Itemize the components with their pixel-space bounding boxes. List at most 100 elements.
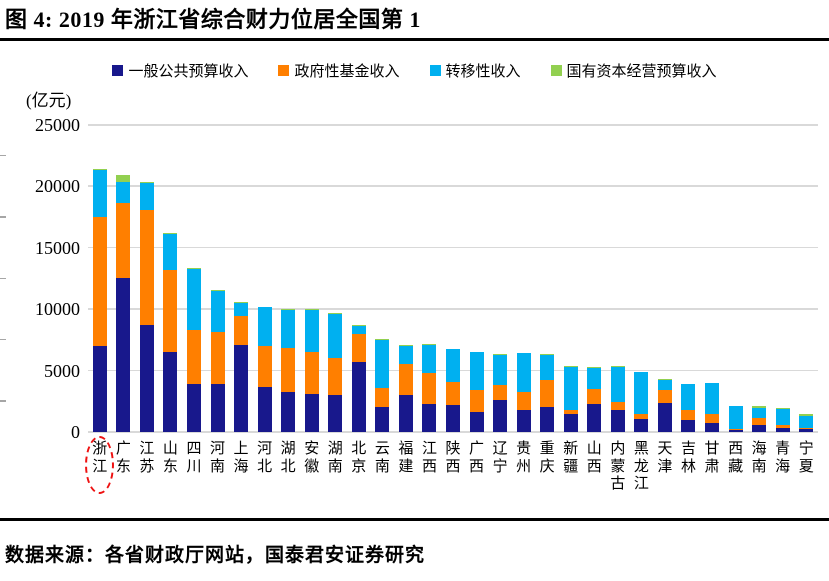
y-tick-label: 15000	[35, 237, 80, 258]
bar-segment	[775, 424, 790, 429]
bar-segment	[234, 345, 249, 432]
y-minor-tick	[0, 154, 6, 157]
bar-segment	[186, 330, 201, 384]
bar-segment	[139, 181, 154, 183]
bar-segment	[540, 354, 555, 355]
bar-内蒙古	[610, 366, 625, 432]
bar-segment	[304, 351, 319, 395]
bar-segment	[116, 277, 131, 432]
bar-segment	[139, 182, 154, 210]
bar-segment	[563, 414, 578, 432]
x-axis-label: 内蒙古	[610, 441, 626, 492]
bar-福建	[398, 345, 413, 432]
bar-segment	[587, 388, 602, 404]
legend-label: 国有资本经营预算收入	[566, 64, 717, 80]
bar-segment	[775, 407, 790, 410]
bar-segment	[257, 345, 272, 387]
legend-swatch	[112, 65, 124, 76]
bar-segment	[469, 411, 484, 432]
legend-item: 一般公共预算收入	[112, 60, 248, 81]
bar-segment	[516, 391, 531, 411]
bar-segment	[634, 418, 649, 432]
bar-segment	[657, 402, 672, 432]
bar-segment	[375, 387, 390, 407]
legend-item: 国有资本经营预算收入	[550, 60, 717, 81]
data-source-note: 数据来源：各省财政厅网站，国泰君安证券研究	[5, 545, 426, 566]
grid-line	[88, 124, 818, 126]
bar-segment	[610, 410, 625, 432]
bar-segment	[186, 269, 201, 331]
bar-segment	[351, 361, 366, 432]
bar-segment	[610, 366, 625, 367]
x-axis-label: 河南	[210, 441, 226, 475]
legend-swatch	[429, 65, 441, 76]
x-axis-label: 陕西	[445, 441, 461, 475]
bar-segment	[728, 428, 743, 431]
bar-segment	[116, 174, 131, 182]
bar-segment	[540, 406, 555, 432]
bar-segment	[351, 334, 366, 362]
x-axis-label: 江苏	[139, 441, 155, 475]
bar-segment	[186, 383, 201, 432]
y-minor-tick	[0, 277, 6, 279]
x-axis-label: 黑龙江	[633, 441, 649, 492]
bar-segment	[422, 344, 437, 346]
grid-line	[88, 185, 818, 187]
bar-segment	[257, 307, 272, 346]
bar-segment	[563, 366, 578, 410]
bar-segment	[163, 233, 178, 235]
y-tick-label: 0	[71, 422, 80, 442]
bar-宁夏	[799, 414, 814, 432]
bar-segment	[493, 354, 508, 355]
bar-山西	[587, 367, 602, 432]
bar-湖北	[281, 309, 296, 432]
bar-segment	[799, 416, 814, 428]
y-axis-unit-label: (亿元)	[26, 91, 72, 110]
bar-segment	[610, 401, 625, 411]
grid-line	[88, 246, 818, 249]
bar-segment	[139, 325, 154, 432]
bar-segment	[799, 414, 814, 416]
y-minor-tick	[0, 400, 6, 402]
bar-segment	[92, 346, 107, 432]
bar-segment	[657, 379, 672, 381]
bar-浙江	[92, 169, 107, 432]
bar-segment	[375, 406, 390, 432]
bar-segment	[540, 380, 555, 407]
grid-line	[88, 308, 818, 310]
bar-segment	[351, 326, 366, 335]
bar-segment	[398, 364, 413, 396]
bar-segment	[775, 428, 790, 432]
bar-云南	[375, 339, 390, 432]
legend-swatch	[278, 65, 290, 76]
bar-segment	[705, 423, 720, 432]
bar-segment	[752, 417, 767, 426]
x-axis-label: 甘肃	[704, 441, 720, 475]
bar-segment	[304, 309, 319, 310]
legend-item: 政府性基金收入	[278, 60, 400, 81]
bar-贵州	[516, 352, 531, 432]
bar-segment	[422, 345, 437, 374]
y-tick-label: 20000	[35, 176, 80, 197]
legend-swatch	[550, 65, 562, 76]
x-axis-label: 上海	[233, 441, 249, 475]
bar-segment	[375, 339, 390, 341]
bar-segment	[257, 306, 272, 308]
bar-吉林	[681, 383, 696, 432]
bar-segment	[563, 409, 578, 415]
bar-segment	[469, 351, 484, 353]
bar-湖南	[328, 313, 343, 432]
bar-segment	[92, 170, 107, 217]
bar-segment	[681, 384, 696, 411]
bar-segment	[234, 301, 249, 304]
bar-北京	[351, 325, 366, 432]
x-axis-label: 四川	[186, 441, 202, 475]
bar-segment	[281, 391, 296, 432]
bar-辽宁	[493, 354, 508, 432]
bar-青海	[775, 407, 790, 432]
bar-segment	[587, 368, 602, 389]
bar-广东	[116, 174, 131, 432]
bar-segment	[752, 407, 767, 418]
x-axis-label: 海南	[751, 441, 767, 475]
